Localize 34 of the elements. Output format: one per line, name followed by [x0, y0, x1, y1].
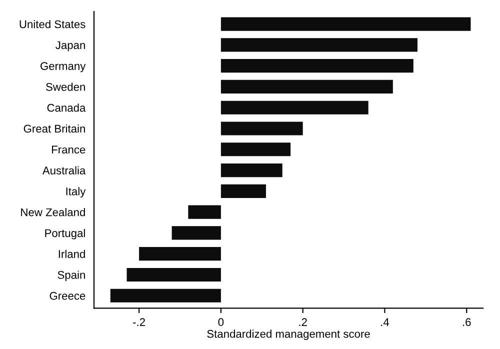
- y-tick-label: Spain: [58, 270, 85, 282]
- y-tick-label: France: [52, 146, 86, 154]
- y-tick-label: Canada: [47, 104, 86, 112]
- x-tick-label: 0: [218, 318, 224, 326]
- bar: [220, 184, 266, 198]
- bar: [220, 142, 291, 156]
- y-tick-label: Italy: [66, 187, 86, 198]
- bar: [220, 100, 368, 114]
- y-tick-label: Great Britain: [24, 124, 85, 133]
- bar: [220, 122, 303, 136]
- y-tick-label: Greece: [50, 292, 86, 300]
- bar: [188, 205, 221, 219]
- bar: [220, 164, 282, 178]
- bar: [220, 17, 471, 31]
- bar: [220, 38, 418, 52]
- y-tick-label: New Zealand: [21, 208, 85, 216]
- bar: [126, 268, 221, 282]
- bar: [139, 247, 221, 261]
- bar: [110, 288, 221, 302]
- x-tick-label: -.2: [133, 318, 145, 326]
- y-tick-label: Australia: [42, 166, 86, 174]
- x-tick-label: .6: [463, 318, 471, 326]
- bar: [220, 80, 393, 94]
- y-tick-label: Irland: [58, 250, 85, 258]
- y-tick-label: Portugal: [45, 228, 85, 240]
- x-tick-label: .2: [299, 318, 307, 326]
- x-tick-label: .4: [381, 318, 390, 326]
- x-axis-title: Standardized management score: [207, 330, 370, 340]
- bar: [172, 226, 221, 240]
- y-tick-label: United States: [20, 20, 86, 28]
- y-tick-label: Germany: [40, 62, 86, 72]
- bar: [220, 59, 414, 73]
- y-tick-label: Sweden: [46, 82, 85, 91]
- y-tick-label: Japan: [56, 41, 85, 52]
